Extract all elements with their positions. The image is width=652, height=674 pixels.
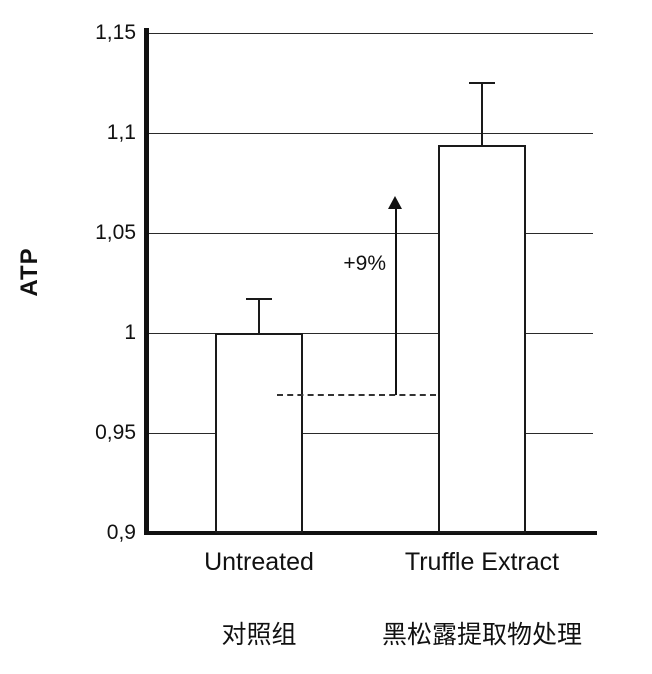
y-tick-label: 1,1 <box>106 121 136 144</box>
y-tick-label: 0,95 <box>95 421 136 444</box>
x-axis-line <box>144 531 597 535</box>
y-tick-label: 1,15 <box>95 21 136 44</box>
annotation-arrow-line <box>395 207 397 395</box>
error-bar-line <box>258 299 260 333</box>
gridline <box>148 233 593 234</box>
gridline <box>148 433 593 434</box>
error-bar-cap <box>246 298 272 300</box>
gridline <box>148 133 593 134</box>
bar <box>215 333 303 533</box>
y-axis-line <box>144 28 149 535</box>
annotation-baseline <box>277 394 436 396</box>
x-category-label-zh: 对照组 <box>221 621 297 649</box>
gridline <box>148 33 593 34</box>
gridline <box>148 333 593 334</box>
y-tick-label: 1 <box>124 321 136 344</box>
y-tick-label: 1,05 <box>95 221 136 244</box>
error-bar-cap <box>469 82 495 84</box>
bar <box>438 145 526 533</box>
error-bar-line <box>481 83 483 145</box>
x-category-label-en: Untreated <box>204 548 314 576</box>
y-tick-label: 0,9 <box>106 521 136 544</box>
x-category-label-zh: 黑松露提取物处理 <box>381 621 582 649</box>
annotation-label: +9% <box>343 252 386 275</box>
annotation-arrow-head <box>388 196 402 209</box>
x-category-label-en: Truffle Extract <box>404 548 560 576</box>
